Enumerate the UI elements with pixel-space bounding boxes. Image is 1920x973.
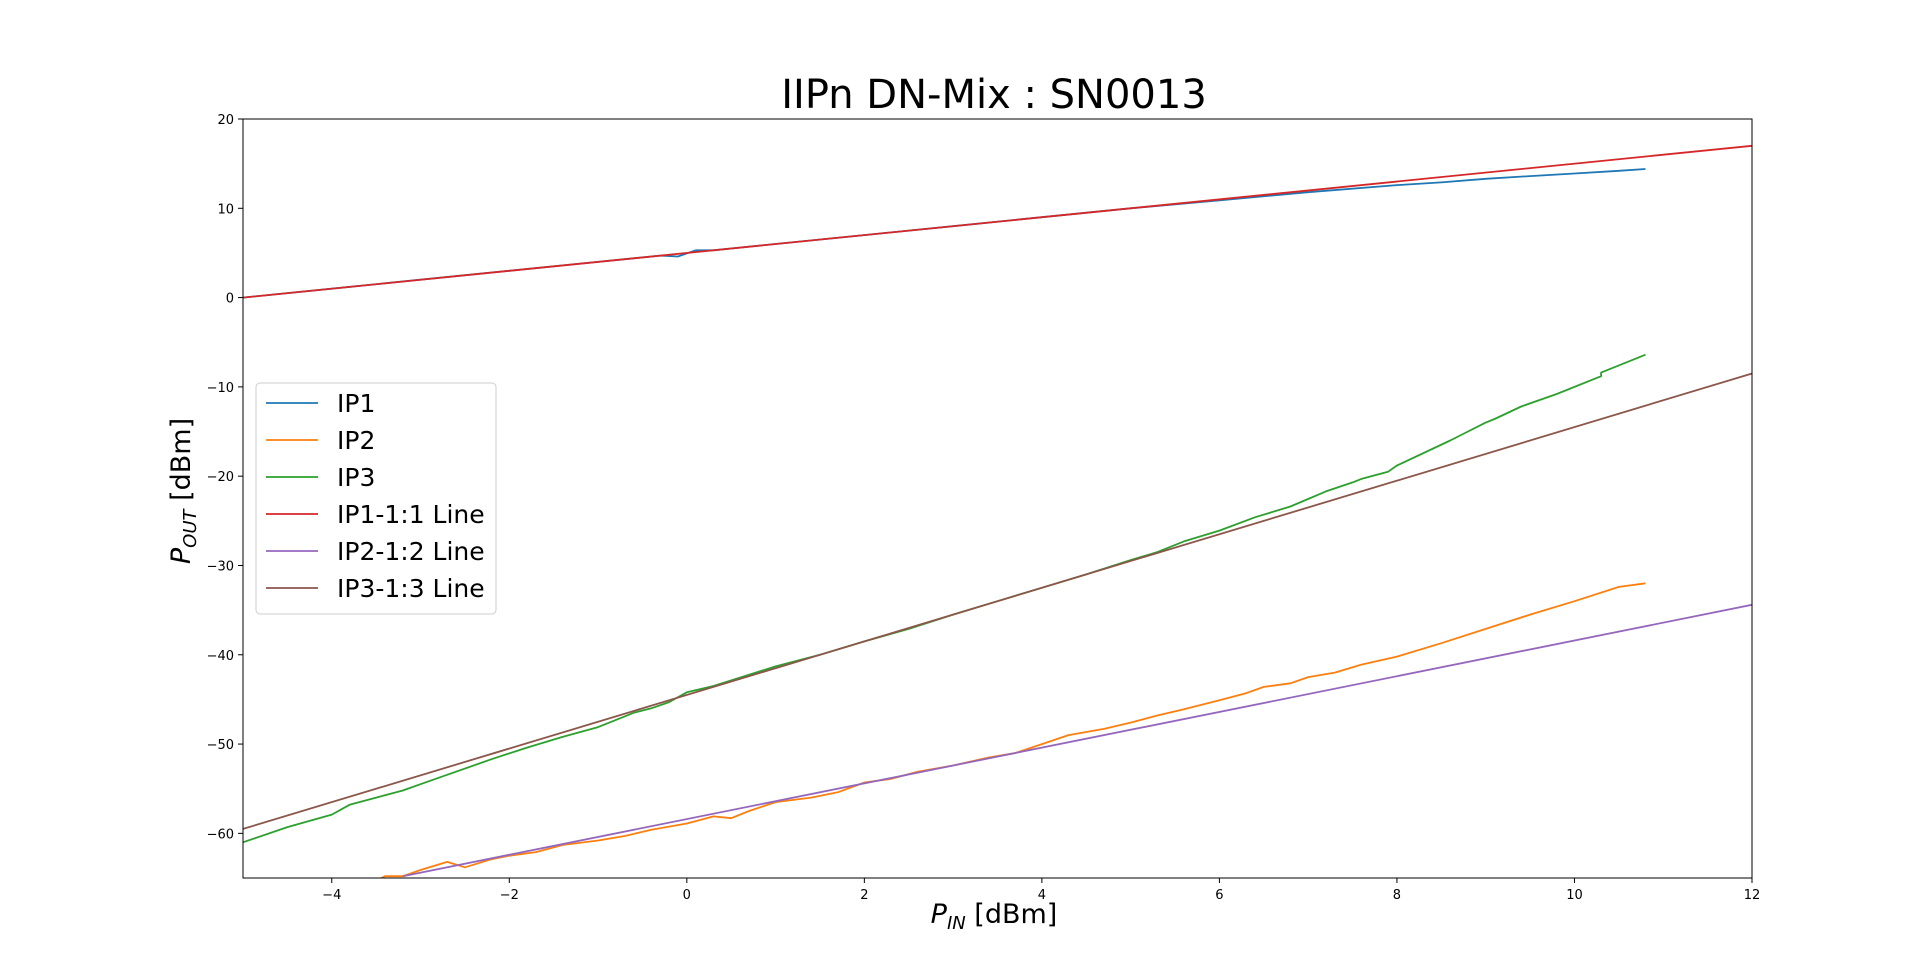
legend-label: IP2-1:2 Line	[337, 537, 485, 566]
x-tick-label: 8	[1393, 888, 1401, 903]
x-tick-label: 10	[1566, 888, 1583, 903]
y-axis-label-main: P	[166, 547, 197, 564]
series-line-ip3-1-3-line	[243, 372, 1752, 830]
legend: IP1 IP2 IP3 IP1-1:1 Line IP2-1:2 Line IP3-1:3…	[255, 382, 497, 615]
y-axis: −60 −50 −40 −30 −20 −10 0 10 20	[207, 113, 243, 842]
y-axis-label-sub: OUT	[180, 507, 201, 547]
x-axis-label: PIN [dBm]	[931, 899, 1058, 934]
y-tick-label: −10	[207, 381, 234, 396]
y-tick-label: 0	[226, 292, 234, 307]
series-layer	[243, 144, 1752, 878]
y-tick-label: −40	[207, 649, 234, 664]
x-axis-label-main: P	[931, 899, 948, 930]
x-axis-label-sub: IN	[947, 913, 966, 934]
y-axis-label: POUT [dBm]	[166, 418, 201, 564]
x-tick-label: 12	[1744, 888, 1761, 903]
y-tick-label: −30	[207, 559, 234, 574]
legend-label: IP3	[337, 463, 375, 492]
x-tick-label: 2	[860, 888, 868, 903]
x-tick-label: −2	[500, 888, 519, 903]
x-tick-label: 4	[1038, 888, 1046, 903]
legend-label: IP1	[337, 389, 375, 418]
legend-label: IP3-1:3 Line	[337, 574, 485, 603]
chart-title: IIPn DN-Mix : SN0013	[781, 72, 1207, 118]
y-tick-label: 20	[217, 113, 234, 128]
legend-label: IP2	[337, 426, 375, 455]
x-tick-label: 0	[683, 888, 691, 903]
series-line-ip2-1-2-line	[402, 603, 1752, 878]
series-line-ip1-1-1-line	[243, 144, 1752, 299]
plot-frame	[242, 118, 1753, 879]
y-tick-label: −60	[207, 827, 234, 842]
x-tick-label: 6	[1215, 888, 1223, 903]
series-line-ip1	[243, 168, 1646, 299]
x-tick-label: −4	[322, 888, 341, 903]
x-axis: −4 −2 0 2 4 6 8 10 12	[322, 878, 1760, 903]
y-tick-label: −50	[207, 738, 234, 753]
y-tick-label: −20	[207, 470, 234, 485]
legend-label: IP1-1:1 Line	[337, 500, 485, 529]
y-axis-label-unit: [dBm]	[166, 418, 197, 510]
x-axis-label-unit: [dBm]	[966, 899, 1058, 930]
y-tick-label: 10	[217, 202, 234, 217]
